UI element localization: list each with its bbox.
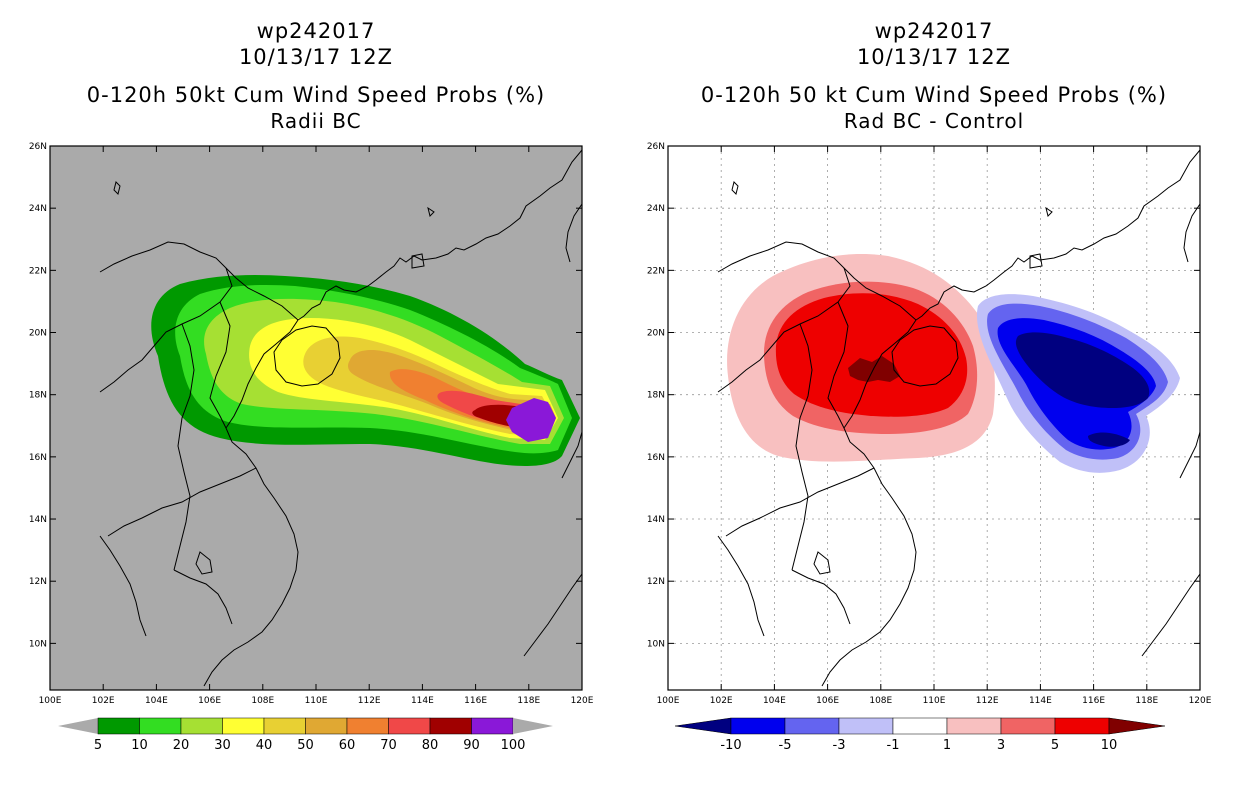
colorbar-label: 5 bbox=[94, 738, 102, 753]
lat-label: 24N bbox=[647, 204, 665, 214]
lon-label: 120E bbox=[571, 696, 594, 706]
colorbar-swatch bbox=[784, 717, 840, 735]
colorbar-label: 20 bbox=[173, 738, 190, 753]
colorbar-label: 5 bbox=[1051, 738, 1059, 753]
lat-label: 26N bbox=[29, 142, 47, 152]
colorbar-swatch bbox=[222, 717, 265, 735]
lon-label: 102E bbox=[92, 696, 115, 706]
lat-label: 20N bbox=[29, 329, 47, 339]
colorbar-swatch bbox=[1000, 717, 1056, 735]
colorbar-label: 30 bbox=[214, 738, 231, 753]
left-title-block: wp242017 10/13/17 12Z 0-120h 50kt Cum Wi… bbox=[50, 18, 582, 134]
right-title-date: 10/13/17 12Z bbox=[856, 45, 1012, 69]
lon-label: 118E bbox=[517, 696, 540, 706]
lat-label: 26N bbox=[647, 142, 665, 152]
lon-label: 110E bbox=[305, 696, 328, 706]
lon-label: 100E bbox=[39, 696, 62, 706]
colorbar-swatch bbox=[730, 717, 786, 735]
right-colorbar: -10 -5 -3 -1 1 3 5 10 bbox=[674, 717, 1166, 753]
lon-label: 106E bbox=[198, 696, 221, 706]
colorbar-swatch bbox=[305, 717, 348, 735]
right-axes: 26N 24N 22N 20N 18N 16N 14N 12N 10N 100E 102E 104E 1… bbox=[647, 142, 1212, 706]
lon-label: 102E bbox=[710, 696, 733, 706]
lat-label: 16N bbox=[647, 453, 665, 463]
lat-label: 12N bbox=[647, 577, 665, 587]
lat-label: 20N bbox=[647, 329, 665, 339]
colorbar-label: 1 bbox=[943, 738, 951, 753]
lat-label: 12N bbox=[29, 577, 47, 587]
colorbar-label: -5 bbox=[779, 738, 792, 753]
lon-label: 104E bbox=[763, 696, 786, 706]
left-title-product: 0-120h 50kt Cum Wind Speed Probs (%) bbox=[86, 83, 546, 107]
colorbar-swatch bbox=[263, 717, 306, 735]
lon-label: 108E bbox=[251, 696, 274, 706]
colorbar-swatch bbox=[946, 717, 1002, 735]
lon-label: 104E bbox=[145, 696, 168, 706]
lon-label: 112E bbox=[358, 696, 381, 706]
colorbar-label: -1 bbox=[887, 738, 900, 753]
lon-label: 108E bbox=[869, 696, 892, 706]
right-diff-contours bbox=[727, 254, 1180, 473]
colorbar-swatch bbox=[346, 717, 389, 735]
lon-label: 110E bbox=[923, 696, 946, 706]
colorbar-label: -10 bbox=[720, 738, 741, 753]
left-title-date: 10/13/17 12Z bbox=[238, 45, 394, 69]
lon-label: 118E bbox=[1135, 696, 1158, 706]
left-prob-contours bbox=[151, 274, 580, 466]
colorbar-swatch bbox=[388, 717, 431, 735]
colorbar-swatch bbox=[429, 717, 472, 735]
lon-label: 120E bbox=[1189, 696, 1212, 706]
lat-label: 18N bbox=[29, 391, 47, 401]
colorbar-swatch bbox=[180, 717, 223, 735]
colorbar-label: 70 bbox=[380, 738, 397, 753]
lat-label: 22N bbox=[647, 266, 665, 276]
colorbar-swatch bbox=[892, 717, 948, 735]
lat-label: 24N bbox=[29, 204, 47, 214]
colorbar-swatch bbox=[838, 717, 894, 735]
colorbar-label: 100 bbox=[501, 738, 526, 753]
colorbar-swatch bbox=[139, 717, 182, 735]
colorbar-arrow-right bbox=[1108, 717, 1166, 735]
left-axes: 26N 24N 22N 20N 18N 16N 14N 12N 10N 100E 102E 104E 1… bbox=[29, 142, 594, 706]
right-map: 26N 24N 22N 20N 18N 16N 14N 12N 10N 100E 102E 104E 1… bbox=[647, 142, 1212, 706]
lon-label: 116E bbox=[464, 696, 487, 706]
colorbar-label: 50 bbox=[297, 738, 314, 753]
lon-label: 114E bbox=[411, 696, 434, 706]
colorbar-swatch bbox=[97, 717, 140, 735]
colorbar-swatch bbox=[471, 717, 514, 735]
lat-label: 22N bbox=[29, 266, 47, 276]
lon-label: 116E bbox=[1082, 696, 1105, 706]
colorbar-label: 3 bbox=[997, 738, 1005, 753]
left-title-subtitle: Radii BC bbox=[270, 109, 362, 133]
left-map: 26N 24N 22N 20N 18N 16N 14N 12N 10N 100E 102E 104E 1… bbox=[29, 142, 594, 706]
lat-label: 16N bbox=[29, 453, 47, 463]
lon-label: 114E bbox=[1029, 696, 1052, 706]
right-title-subtitle: Rad BC - Control bbox=[843, 109, 1025, 133]
colorbar-label: 10 bbox=[131, 738, 148, 753]
colorbar-swatch bbox=[1054, 717, 1110, 735]
colorbar-label: 90 bbox=[463, 738, 480, 753]
colorbar-arrow-left bbox=[58, 718, 98, 734]
lat-label: 18N bbox=[647, 391, 665, 401]
left-title-storm-id: wp242017 bbox=[256, 19, 376, 43]
right-title-product: 0-120h 50 kt Cum Wind Speed Probs (%) bbox=[700, 83, 1168, 107]
colorbar-label: 60 bbox=[339, 738, 356, 753]
right-title-block: wp242017 10/13/17 12Z 0-120h 50 kt Cum W… bbox=[668, 18, 1200, 134]
lat-label: 10N bbox=[647, 639, 665, 649]
colorbar-arrow-right bbox=[513, 718, 553, 734]
right-title-storm-id: wp242017 bbox=[874, 19, 994, 43]
colorbar-label: 40 bbox=[256, 738, 273, 753]
lat-label: 10N bbox=[29, 639, 47, 649]
lon-label: 100E bbox=[657, 696, 680, 706]
colorbar-arrow-left bbox=[674, 717, 732, 735]
lat-label: 14N bbox=[29, 515, 47, 525]
colorbar-label: 80 bbox=[422, 738, 439, 753]
colorbar-label: -3 bbox=[833, 738, 846, 753]
lon-label: 112E bbox=[976, 696, 999, 706]
colorbar-label: 10 bbox=[1101, 738, 1118, 753]
lon-label: 106E bbox=[816, 696, 839, 706]
left-colorbar: 5 10 20 30 40 50 60 70 80 90 100 bbox=[58, 717, 553, 753]
lat-label: 14N bbox=[647, 515, 665, 525]
